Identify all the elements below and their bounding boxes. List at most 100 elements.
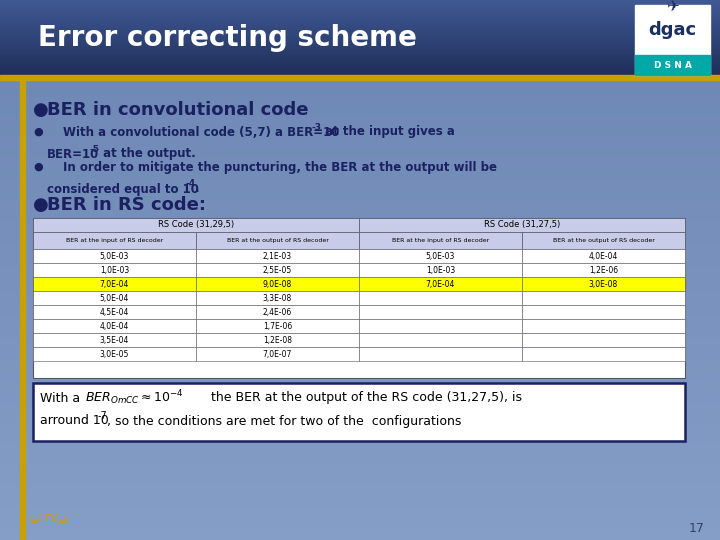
- Bar: [0, 150, 720, 151]
- Bar: [0, 60, 720, 61]
- Bar: [0, 452, 720, 453]
- Bar: [0, 138, 720, 139]
- Bar: [0, 512, 720, 513]
- Text: 1,7E-06: 1,7E-06: [263, 321, 292, 330]
- Bar: [0, 326, 720, 327]
- Bar: [0, 441, 720, 442]
- Bar: [0, 245, 720, 246]
- Bar: [0, 433, 720, 434]
- Bar: [0, 365, 720, 366]
- Bar: [0, 37, 720, 38]
- Bar: [0, 47, 720, 48]
- Bar: [0, 497, 720, 498]
- Bar: [0, 158, 720, 159]
- Text: 2,1E-03: 2,1E-03: [263, 252, 292, 260]
- Bar: [0, 43, 720, 44]
- Bar: [0, 307, 720, 308]
- Bar: [0, 320, 720, 321]
- Bar: [0, 85, 720, 86]
- Bar: [0, 237, 720, 238]
- Bar: [0, 380, 720, 381]
- Bar: [0, 86, 720, 87]
- Bar: [0, 474, 720, 475]
- Bar: [0, 384, 720, 385]
- Bar: [0, 202, 720, 203]
- Bar: [0, 141, 720, 142]
- Bar: [0, 491, 720, 492]
- Bar: [0, 57, 720, 58]
- Bar: [0, 516, 720, 517]
- Bar: [0, 144, 720, 145]
- Bar: [0, 132, 720, 133]
- Bar: [0, 110, 720, 111]
- Bar: [0, 20, 720, 21]
- Bar: [0, 533, 720, 534]
- Bar: [0, 400, 720, 401]
- Bar: [0, 38, 720, 39]
- Text: D S N A: D S N A: [654, 60, 691, 70]
- Bar: [0, 531, 720, 532]
- Bar: [0, 181, 720, 182]
- Bar: [0, 203, 720, 204]
- Text: With a convolutional code (5,7) a BER=10: With a convolutional code (5,7) a BER=10: [63, 125, 339, 138]
- Bar: [0, 481, 720, 482]
- Bar: [0, 354, 720, 355]
- Bar: [0, 301, 720, 302]
- Bar: [0, 67, 720, 68]
- Bar: [0, 420, 720, 421]
- Bar: [0, 266, 720, 267]
- Bar: [0, 46, 720, 47]
- Bar: [0, 444, 720, 445]
- Bar: [359, 291, 522, 305]
- Text: ✈: ✈: [666, 0, 679, 15]
- Bar: [0, 24, 720, 25]
- Bar: [0, 54, 720, 55]
- Bar: [0, 325, 720, 326]
- Bar: [0, 128, 720, 129]
- Bar: [0, 42, 720, 43]
- Bar: [0, 521, 720, 522]
- Bar: [0, 308, 720, 309]
- Text: -5: -5: [89, 145, 99, 153]
- Bar: [0, 75, 720, 80]
- Bar: [0, 490, 720, 491]
- Text: 7,0E-04: 7,0E-04: [100, 280, 129, 288]
- Bar: [0, 424, 720, 425]
- Bar: [196, 333, 359, 347]
- Bar: [0, 187, 720, 188]
- Bar: [0, 151, 720, 152]
- Bar: [0, 149, 720, 150]
- Bar: [33, 277, 196, 291]
- Text: 1,2E-08: 1,2E-08: [263, 335, 292, 345]
- Bar: [0, 383, 720, 384]
- Bar: [0, 29, 720, 30]
- Bar: [0, 406, 720, 407]
- Bar: [0, 396, 720, 397]
- Bar: [0, 117, 720, 118]
- Bar: [0, 139, 720, 140]
- Bar: [0, 108, 720, 109]
- Bar: [635, 5, 710, 75]
- Bar: [0, 222, 720, 223]
- Bar: [0, 379, 720, 380]
- Bar: [0, 48, 720, 49]
- Bar: [0, 53, 720, 54]
- Bar: [0, 48, 720, 49]
- Bar: [0, 374, 720, 375]
- Bar: [0, 458, 720, 459]
- Bar: [0, 68, 720, 69]
- Bar: [0, 434, 720, 435]
- Bar: [0, 376, 720, 377]
- Bar: [0, 271, 720, 272]
- Bar: [0, 78, 720, 79]
- Bar: [0, 22, 720, 23]
- Bar: [0, 255, 720, 256]
- Bar: [0, 157, 720, 158]
- Bar: [0, 417, 720, 418]
- Bar: [0, 411, 720, 412]
- Bar: [0, 123, 720, 124]
- Bar: [0, 3, 720, 4]
- Bar: [0, 520, 720, 521]
- Bar: [0, 99, 720, 100]
- Bar: [0, 14, 720, 15]
